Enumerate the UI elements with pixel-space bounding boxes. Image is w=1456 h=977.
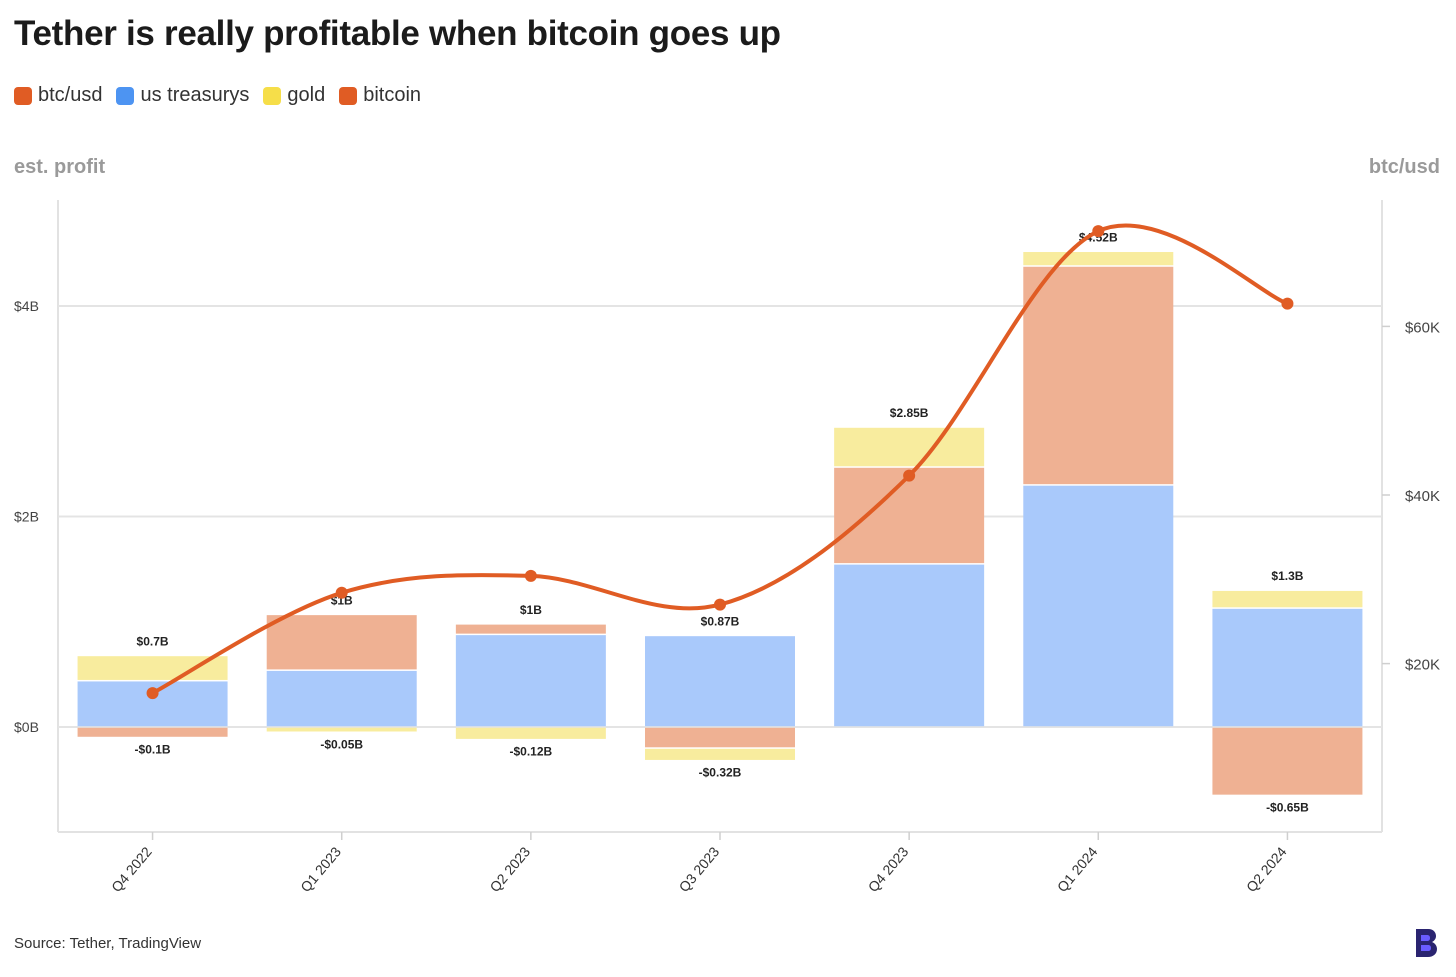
x-tick-label: Q3 2023 (676, 843, 723, 895)
legend-label: bitcoin (363, 84, 422, 106)
legend-item-gold[interactable]: gold (263, 84, 325, 107)
bar-segment (645, 636, 795, 727)
bar-segment (455, 635, 606, 727)
bar-total-label: $1.3B (1271, 569, 1303, 583)
bar-segment (1023, 252, 1174, 266)
x-tick-label: Q4 2022 (108, 843, 155, 895)
bar-segment (1023, 485, 1174, 727)
bar-negative-label: -$0.32B (699, 766, 742, 780)
right-axis-title: btc/usd (1368, 156, 1440, 178)
bar-segment (834, 564, 985, 727)
left-tick-label: $4B (14, 298, 39, 314)
bar-segment (77, 727, 228, 737)
legend-label: gold (287, 84, 326, 106)
bar-segment (266, 727, 417, 732)
legend-swatch-icon (116, 86, 135, 105)
bar-total-label: $4.52B (1079, 230, 1118, 244)
bar-segment (455, 624, 606, 634)
left-tick-label: $2B (14, 509, 39, 525)
legend-label: us treasurys (140, 84, 250, 106)
bar-segment (455, 727, 606, 739)
legend-swatch-icon (263, 86, 282, 105)
bar-segment (77, 656, 228, 680)
bar-negative-label: -$0.12B (510, 745, 553, 759)
btc-usd-point (714, 598, 726, 611)
chart-title: Tether is really profitable when bitcoin… (14, 14, 781, 53)
bar-segment (266, 615, 417, 670)
legend-label: btc/usd (38, 84, 103, 106)
bar-segment (645, 727, 795, 748)
bar-segment (266, 670, 417, 727)
bar-segment (834, 427, 985, 467)
legend-swatch-icon (14, 86, 32, 105)
btc-usd-point (524, 569, 537, 582)
btc-usd-point (335, 586, 348, 599)
bar-negative-label: -$0.05B (320, 737, 363, 751)
bar-segment (1212, 727, 1363, 795)
legend-item-bitcoin[interactable]: bitcoin (339, 84, 421, 107)
legend: btc/usd us treasurys gold bitcoin (14, 84, 421, 107)
btc-usd-point (1092, 225, 1105, 238)
logo-icon (1416, 929, 1437, 957)
bar-negative-label: -$0.1B (135, 743, 171, 757)
x-tick-label: Q4 2023 (865, 843, 912, 895)
legend-swatch-icon (339, 86, 358, 105)
bar-total-label: $1B (331, 593, 353, 607)
bar-total-label: $0.7B (137, 634, 169, 648)
btc-usd-point (903, 469, 916, 482)
bar-segment (1023, 266, 1174, 485)
right-tick-label: $60K (1405, 319, 1440, 336)
bar-total-label: $0.87B (701, 614, 740, 628)
bar-segment (1212, 608, 1363, 727)
bar-segment (645, 748, 795, 760)
bar-total-label: $1B (520, 603, 542, 617)
left-tick-label: $0B (14, 719, 39, 735)
right-tick-label: $20K (1405, 657, 1440, 674)
btc-usd-point (146, 687, 159, 700)
x-tick-label: Q1 2024 (1054, 843, 1101, 895)
right-tick-label: $40K (1405, 488, 1440, 505)
bar-total-label: $2.85B (890, 406, 929, 420)
bar-segment (834, 467, 985, 564)
bar-segment (1212, 590, 1363, 608)
bar-negative-label: -$0.65B (1266, 800, 1309, 814)
source-note: Source: Tether, TradingView (14, 935, 202, 952)
legend-item-us-treasurys[interactable]: us treasurys (116, 84, 249, 107)
x-tick-label: Q2 2023 (486, 843, 533, 895)
x-tick-label: Q1 2023 (297, 843, 344, 895)
legend-item-btc-usd[interactable]: btc/usd (14, 84, 102, 107)
left-axis-title: est. profit (14, 156, 106, 178)
btc-usd-point (1281, 297, 1294, 310)
x-tick-label: Q2 2024 (1243, 843, 1290, 895)
